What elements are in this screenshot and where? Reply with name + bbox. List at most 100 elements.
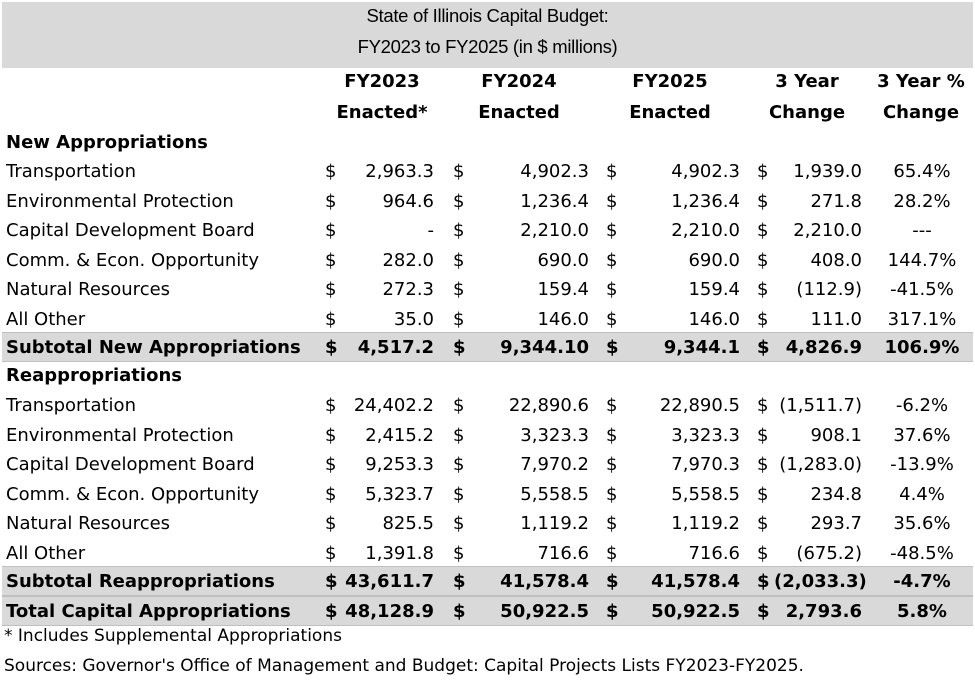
cell-fy2025: 9,344.1 — [663, 337, 740, 358]
currency-symbol: $ — [453, 513, 465, 534]
cell-fy2024: 1,236.4 — [520, 190, 589, 212]
row-label: Environmental Protection — [6, 424, 234, 446]
currency-symbol: $ — [325, 337, 338, 358]
header-fy2025-line2: Enacted — [629, 102, 711, 123]
currency-symbol: $ — [757, 190, 769, 212]
cell-fy2024: 146.0 — [537, 308, 589, 330]
cell-fy2023: 48,128.9 — [345, 601, 434, 622]
currency-symbol: $ — [606, 308, 618, 330]
cell-3yr-change: 408.0 — [810, 249, 862, 271]
cell-3yr-pct: 35.6% — [893, 513, 951, 534]
row-label: All Other — [6, 308, 86, 330]
currency-symbol: $ — [325, 395, 337, 416]
currency-symbol: $ — [453, 161, 465, 182]
header-fy2024-line1: FY2024 — [481, 71, 557, 92]
cell-fy2025: 5,558.5 — [671, 483, 740, 505]
footnote: * Includes Supplemental Appropriations — [4, 626, 342, 646]
currency-symbol: $ — [757, 308, 769, 330]
currency-symbol: $ — [453, 483, 465, 505]
currency-symbol: $ — [325, 308, 337, 330]
table-row: Natural Resources $272.3 $159.4 $159.4 $ (112… — [2, 275, 973, 305]
currency-symbol: $ — [606, 542, 618, 564]
currency-symbol: $ — [606, 279, 618, 300]
currency-symbol: $ — [757, 513, 769, 534]
table-row: Natural Resources $825.5 $1,119.2 $1,119.2 $… — [2, 509, 973, 539]
cell-3yr-change: 293.7 — [810, 513, 862, 534]
table-row: Environmental Protection $964.6 $1,236.4 $1… — [2, 187, 973, 217]
cell-fy2024: 716.6 — [537, 542, 589, 564]
budget-table: State of Illinois Capital Budget: FY2023… — [2, 2, 973, 628]
currency-symbol: $ — [453, 571, 466, 592]
currency-symbol: $ — [325, 424, 337, 446]
currency-symbol: $ — [325, 190, 337, 212]
currency-symbol: $ — [325, 454, 337, 475]
cell-fy2023: 35.0 — [393, 308, 434, 330]
currency-symbol: $ — [325, 601, 338, 622]
row-label: Total Capital Appropriations — [6, 601, 291, 622]
cell-3yr-change: (675.2) — [796, 542, 862, 564]
cell-3yr-pct: 5.8% — [897, 601, 947, 622]
cell-fy2023: 24,402.2 — [353, 395, 434, 416]
cell-fy2023: 1,391.8 — [365, 542, 434, 564]
cell-3yr-pct: 37.6% — [893, 424, 951, 446]
cell-fy2023: 964.6 — [382, 190, 434, 212]
section-reappropriations: Reappropriations — [6, 365, 182, 386]
row-label: Subtotal New Appropriations — [6, 337, 301, 358]
currency-symbol: $ — [606, 220, 618, 241]
row-label: Subtotal Reappropriations — [6, 571, 275, 592]
currency-symbol: $ — [606, 249, 618, 271]
cell-fy2025: 2,210.0 — [671, 220, 740, 241]
table-row: Transportation $24,402.2 $22,890.6 $22,890.… — [2, 391, 973, 421]
cell-fy2024: 22,890.6 — [508, 395, 589, 416]
cell-fy2023: 272.3 — [382, 279, 434, 300]
row-label: Environmental Protection — [6, 190, 234, 212]
row-label: Comm. & Econ. Opportunity — [6, 249, 260, 271]
currency-symbol: $ — [757, 249, 769, 271]
cell-fy2025: 690.0 — [688, 249, 740, 271]
cell-3yr-pct: -6.2% — [895, 395, 949, 416]
header-3yr-change-line2: Change — [768, 102, 846, 123]
currency-symbol: $ — [325, 249, 337, 271]
cell-fy2024: 159.4 — [537, 279, 589, 300]
table-row: Comm. & Econ. Opportunity $282.0 $690.0 $69… — [2, 246, 973, 276]
cell-fy2023: - — [427, 220, 435, 241]
currency-symbol: $ — [757, 220, 769, 241]
table-row: Capital Development Board $9,253.3 $7,970.… — [2, 450, 973, 480]
header-fy2023-line2: Enacted* — [336, 102, 428, 123]
cell-3yr-change: 2,793.6 — [785, 601, 862, 622]
cell-fy2023: 43,611.7 — [345, 571, 434, 592]
row-label: Transportation — [6, 395, 136, 416]
cell-3yr-change: (1,511.7) — [779, 395, 862, 416]
currency-symbol: $ — [606, 395, 618, 416]
currency-symbol: $ — [757, 337, 770, 358]
cell-fy2025: 1,236.4 — [671, 190, 740, 212]
currency-symbol: $ — [606, 190, 618, 212]
currency-symbol: $ — [453, 279, 465, 300]
cell-fy2023: 282.0 — [382, 249, 434, 271]
subtotal-reapprop-row: Subtotal Reappropriations $43,611.7 $41,57… — [2, 566, 973, 596]
cell-fy2025: 146.0 — [688, 308, 740, 330]
cell-fy2024: 50,922.5 — [500, 601, 589, 622]
currency-symbol: $ — [453, 220, 465, 241]
table-row: Environmental Protection $2,415.2 $3,323.3… — [2, 421, 973, 451]
table-row: All Other $1,391.8 $716.6 $716.6 $ (675.2) -48… — [2, 539, 973, 569]
cell-fy2025: 1,119.2 — [671, 513, 740, 534]
currency-symbol: $ — [453, 601, 466, 622]
header-fy2025-line1: FY2025 — [632, 71, 708, 92]
currency-symbol: $ — [453, 454, 465, 475]
currency-symbol: $ — [606, 161, 618, 182]
currency-symbol: $ — [325, 571, 338, 592]
cell-fy2025: 22,890.5 — [659, 395, 740, 416]
table-row: Transportation $2,963.3 $4,902.3 $4,902.3 $1… — [2, 157, 973, 187]
cell-fy2023: 2,415.2 — [365, 424, 434, 446]
cell-3yr-pct: 4.4% — [899, 483, 945, 505]
header-3yr-pct-line1: 3 Year % — [877, 71, 965, 92]
header-3yr-pct-line2: Change — [882, 102, 960, 123]
cell-fy2023: 5,323.7 — [365, 483, 434, 505]
cell-fy2023: 825.5 — [382, 513, 434, 534]
currency-symbol: $ — [606, 601, 619, 622]
subtotal-new-row: Subtotal New Appropriations $4,517.2 $9,34… — [2, 332, 973, 362]
cell-fy2024: 41,578.4 — [500, 571, 589, 592]
cell-fy2025: 50,922.5 — [651, 601, 740, 622]
currency-symbol: $ — [453, 395, 465, 416]
